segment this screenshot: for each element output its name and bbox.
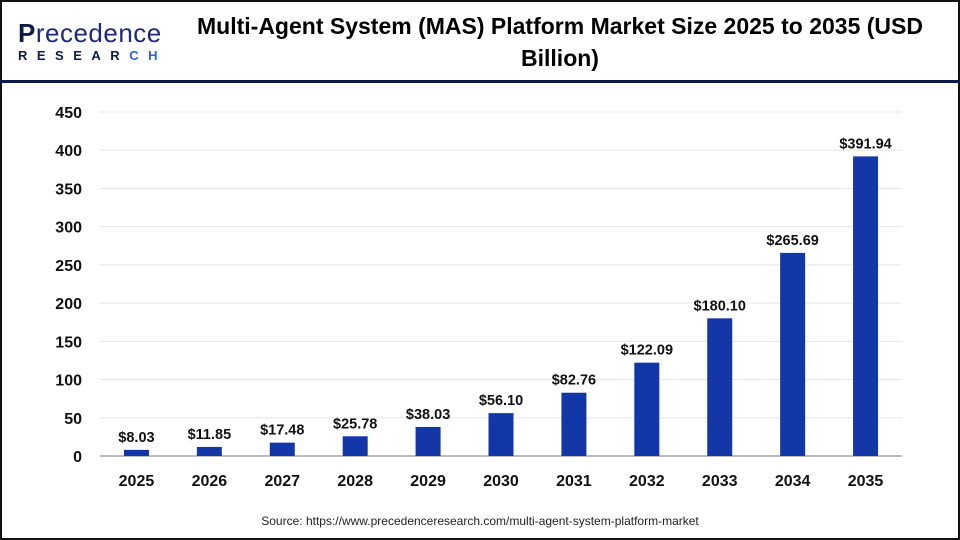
y-tick-label: 200 bbox=[55, 296, 82, 313]
bar bbox=[342, 436, 368, 456]
precedence-research-logo: Precedence RESEARCH bbox=[18, 18, 167, 63]
bar bbox=[415, 426, 441, 456]
y-tick-label: 150 bbox=[55, 334, 82, 351]
data-label: $25.78 bbox=[333, 416, 377, 432]
data-label: $11.85 bbox=[188, 427, 232, 443]
bar bbox=[780, 252, 806, 456]
bar bbox=[269, 442, 295, 456]
x-tick-label: 2033 bbox=[702, 473, 738, 490]
x-tick-label: 2035 bbox=[848, 473, 884, 490]
data-label: $82.76 bbox=[552, 373, 596, 389]
y-tick-label: 0 bbox=[73, 449, 82, 466]
x-tick-label: 2032 bbox=[629, 473, 665, 490]
y-tick-label: 250 bbox=[55, 258, 82, 275]
data-label: $56.10 bbox=[479, 393, 523, 409]
y-tick-label: 300 bbox=[55, 220, 82, 237]
y-tick-label: 350 bbox=[55, 181, 82, 198]
x-tick-label: 2031 bbox=[556, 473, 592, 490]
data-label: $265.69 bbox=[766, 233, 818, 249]
y-tick-label: 100 bbox=[55, 373, 82, 390]
x-tick-label: 2027 bbox=[264, 473, 300, 490]
x-tick-label: 2026 bbox=[192, 473, 228, 490]
data-label: $17.48 bbox=[260, 423, 304, 439]
y-tick-label: 450 bbox=[55, 105, 82, 122]
bar bbox=[634, 362, 660, 456]
x-tick-label: 2030 bbox=[483, 473, 519, 490]
header: Precedence RESEARCH Multi-Agent System (… bbox=[0, 0, 960, 83]
bar bbox=[853, 156, 879, 456]
x-tick-label: 2028 bbox=[337, 473, 373, 490]
source-text: Source: https://www.precedenceresearch.c… bbox=[261, 514, 699, 528]
data-label: $391.94 bbox=[839, 136, 891, 152]
y-tick-label: 50 bbox=[64, 411, 82, 428]
data-label: $180.10 bbox=[694, 298, 746, 314]
bar bbox=[196, 446, 222, 456]
data-label: $8.03 bbox=[118, 430, 154, 446]
x-tick-label: 2025 bbox=[119, 473, 155, 490]
x-tick-label: 2034 bbox=[775, 473, 811, 490]
bar bbox=[707, 318, 733, 456]
x-tick-label: 2029 bbox=[410, 473, 446, 490]
data-label: $38.03 bbox=[406, 407, 450, 423]
chart-title: Multi-Agent System (MAS) Platform Market… bbox=[197, 13, 923, 71]
y-tick-label: 400 bbox=[55, 143, 82, 160]
bar bbox=[123, 449, 149, 456]
bar bbox=[561, 392, 587, 456]
bar bbox=[488, 413, 514, 456]
data-label: $122.09 bbox=[621, 343, 673, 359]
